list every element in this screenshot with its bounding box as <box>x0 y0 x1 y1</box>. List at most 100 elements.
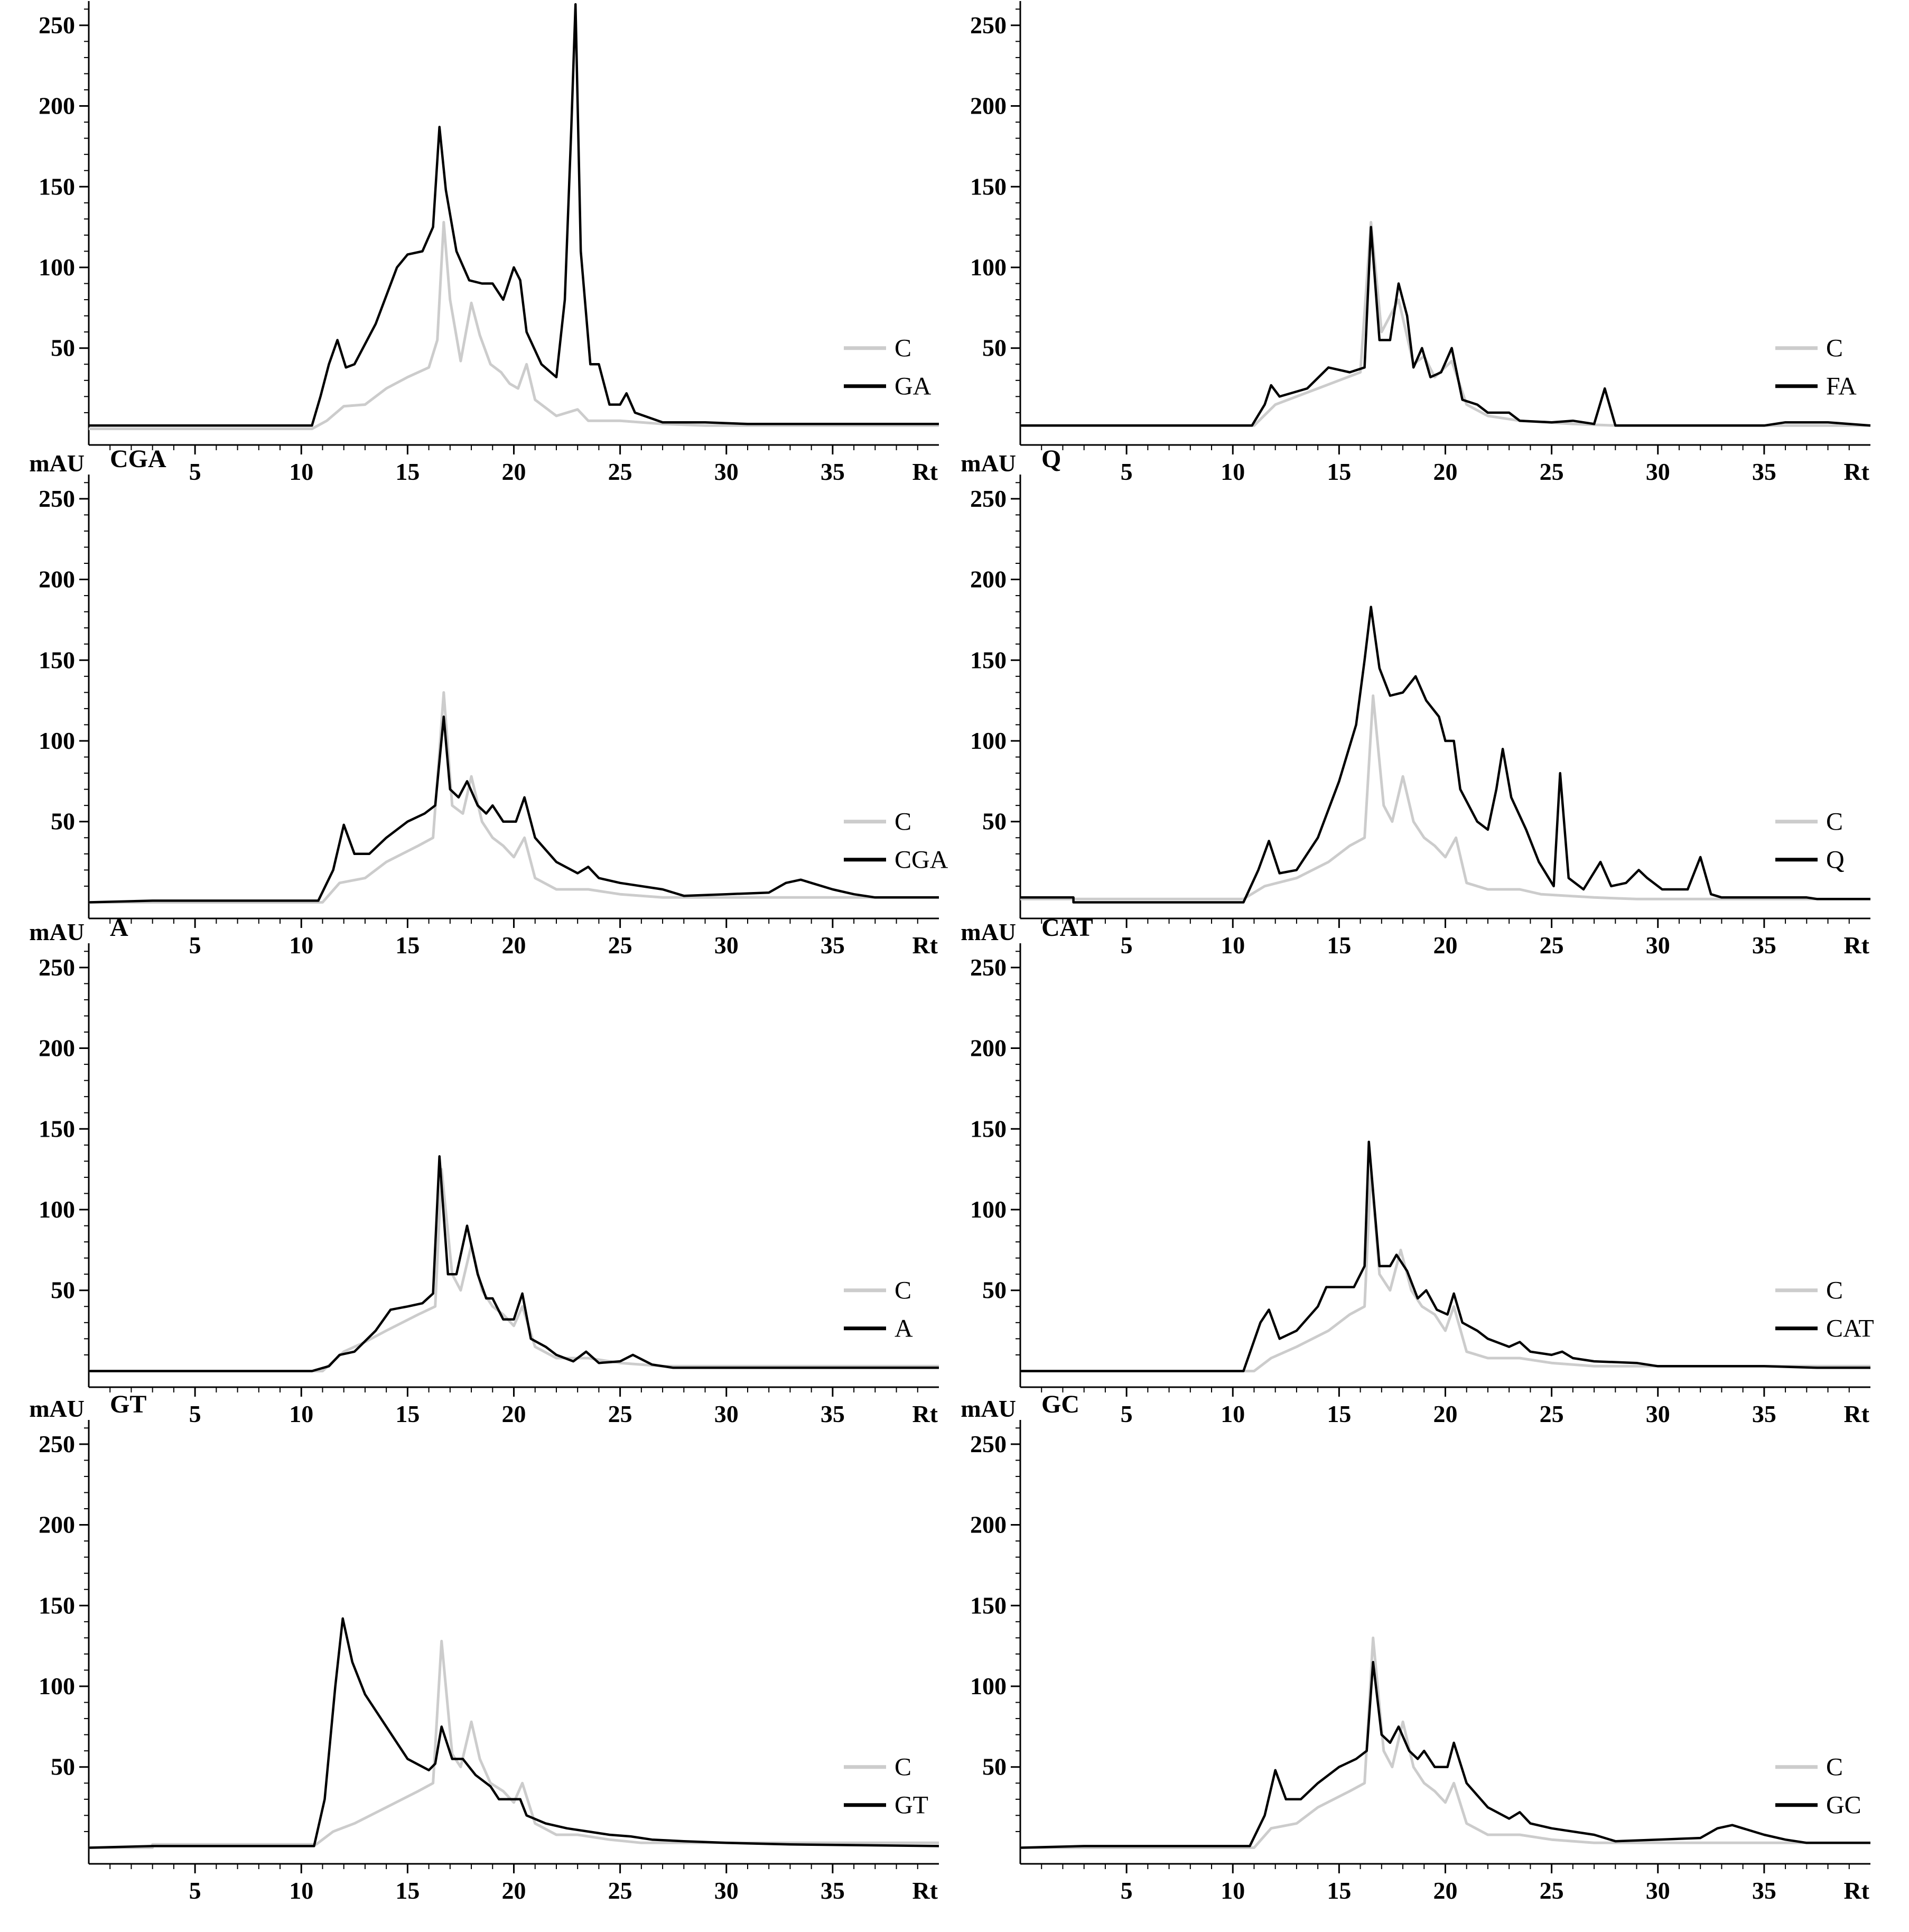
series-line-c <box>89 1168 939 1372</box>
y-tick-label: 150 <box>39 1115 75 1142</box>
x-tick-label: 5 <box>1121 1400 1133 1427</box>
legend-label: GA <box>895 373 932 401</box>
x-tick-label: 30 <box>714 932 739 959</box>
x-tick-label: 20 <box>1433 1877 1458 1904</box>
y-axis-label: mAU <box>29 1395 85 1422</box>
legend-label: Q <box>1826 846 1845 874</box>
x-tick-label: 15 <box>395 458 420 485</box>
x-axis-label: Rt <box>1843 1400 1869 1427</box>
y-axis-label: mAU <box>961 0 1016 3</box>
y-tick-label: 250 <box>970 1431 1007 1457</box>
x-tick-label: 5 <box>1121 1877 1133 1904</box>
x-tick-label: 10 <box>1221 458 1245 485</box>
x-tick-label: 25 <box>608 458 632 485</box>
x-axis-label: Rt <box>912 1400 938 1427</box>
series-line-c <box>1020 221 1870 427</box>
x-tick-label: 30 <box>714 458 739 485</box>
y-tick-label: 250 <box>39 485 75 512</box>
panel-title: CAT <box>1041 914 1093 942</box>
legend-label: C <box>895 1277 911 1305</box>
y-tick-label: 50 <box>51 808 75 835</box>
legend-label: FA <box>1826 373 1857 401</box>
x-tick-label: 35 <box>1752 458 1776 485</box>
y-tick-label: 50 <box>982 1277 1007 1304</box>
x-tick-label: 25 <box>1540 458 1564 485</box>
y-tick-label: 100 <box>970 727 1007 754</box>
y-tick-label: 200 <box>970 1511 1007 1538</box>
y-axis-label: mAU <box>29 450 85 477</box>
x-tick-label: 30 <box>1646 1877 1670 1904</box>
x-tick-label: 5 <box>1121 932 1133 959</box>
y-tick-label: 100 <box>39 1196 75 1223</box>
x-tick-label: 10 <box>1221 1400 1245 1427</box>
series-line-ga <box>89 3 939 427</box>
y-tick-label: 50 <box>982 1753 1007 1780</box>
x-tick-label: 30 <box>714 1877 739 1904</box>
y-tick-label: 150 <box>970 173 1007 200</box>
y-tick-label: 100 <box>970 254 1007 281</box>
x-tick-label: 35 <box>821 1877 845 1904</box>
series-line-c <box>1020 694 1870 900</box>
y-tick-label: 100 <box>39 1673 75 1699</box>
y-tick-label: 150 <box>39 1592 75 1619</box>
x-tick-label: 35 <box>821 458 845 485</box>
series-line-fa <box>1020 226 1871 427</box>
x-tick-label: 30 <box>1646 1400 1670 1427</box>
y-tick-label: 200 <box>970 92 1007 119</box>
y-tick-label: 200 <box>39 1511 75 1538</box>
series-line-cga <box>88 715 939 904</box>
x-tick-label: 20 <box>1433 458 1458 485</box>
y-tick-label: 50 <box>51 335 75 361</box>
legend-label: C <box>895 808 911 836</box>
y-tick-label: 250 <box>39 1431 75 1457</box>
x-tick-label: 5 <box>189 932 201 959</box>
panel-title: GT <box>110 1390 146 1418</box>
y-tick-label: 200 <box>970 1035 1007 1062</box>
y-tick-label: 250 <box>39 12 75 39</box>
chart-panel-cga: 5 10 15 20 25 30 35 Rt 50 100 150 200 250 mAU CGA C CGA <box>29 445 948 959</box>
x-tick-label: 30 <box>1646 458 1670 485</box>
x-tick-label: 25 <box>1540 1400 1564 1427</box>
series-line-c <box>89 1640 939 1849</box>
y-tick-label: 200 <box>39 1035 75 1062</box>
x-tick-label: 35 <box>1752 1400 1776 1427</box>
x-tick-label: 15 <box>1327 932 1351 959</box>
legend-label: GT <box>895 1791 928 1819</box>
series-line-c <box>1020 1168 1870 1372</box>
x-tick-label: 20 <box>1433 1400 1458 1427</box>
x-tick-label: 25 <box>608 1400 632 1427</box>
x-tick-label: 30 <box>714 1400 739 1427</box>
y-tick-label: 250 <box>970 485 1007 512</box>
x-axis-label: Rt <box>1843 458 1869 485</box>
x-tick-label: 5 <box>189 1400 201 1427</box>
x-axis-label: Rt <box>912 1877 938 1904</box>
y-tick-label: 50 <box>982 808 1007 835</box>
x-tick-label: 5 <box>189 1877 201 1904</box>
x-tick-label: 15 <box>395 1400 420 1427</box>
series-line-gc <box>1020 1660 1870 1849</box>
series-line-c <box>1020 1636 1870 1849</box>
legend-label: GC <box>1826 1791 1861 1819</box>
x-tick-label: 15 <box>1327 1877 1351 1904</box>
y-tick-label: 100 <box>970 1196 1007 1223</box>
legend-label: C <box>1826 808 1843 836</box>
y-tick-label: 200 <box>970 566 1007 593</box>
legend-label: C <box>1826 1753 1843 1781</box>
y-tick-label: 150 <box>39 173 75 200</box>
series-line-cat <box>1020 1140 1870 1372</box>
legend-label: C <box>895 335 911 363</box>
y-tick-label: 100 <box>39 254 75 281</box>
x-tick-label: 10 <box>289 458 313 485</box>
x-tick-label: 10 <box>1221 1877 1245 1904</box>
panel-title: CGA <box>110 445 166 473</box>
x-tick-label: 25 <box>1540 1877 1564 1904</box>
legend-label: C <box>1826 335 1843 363</box>
y-axis-label: mAU <box>961 450 1016 477</box>
y-axis-label: mAU <box>961 1395 1016 1422</box>
x-tick-label: 5 <box>1121 458 1133 485</box>
y-tick-label: 100 <box>39 727 75 754</box>
chart-panel-gc: 5 10 15 20 25 30 35 Rt 50 100 150 200 250 mAU GC C GC <box>961 1390 1870 1904</box>
series-line-q <box>1020 606 1870 904</box>
